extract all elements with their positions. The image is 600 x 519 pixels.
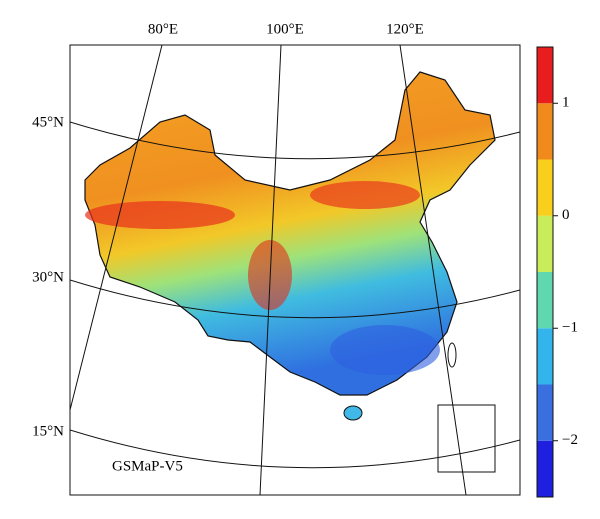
colorbar-tick-label: 1 bbox=[562, 95, 570, 111]
longitude-label: 80°E bbox=[148, 21, 178, 37]
longitude-label: 100°E bbox=[266, 21, 304, 37]
colorbar-tick-label: −1 bbox=[562, 320, 578, 336]
meridian bbox=[259, 45, 282, 495]
meridian bbox=[399, 45, 467, 495]
cool-anomaly bbox=[330, 325, 440, 375]
parallel bbox=[70, 121, 520, 160]
parallel bbox=[70, 429, 520, 469]
hainan bbox=[343, 405, 363, 421]
colorbar-band bbox=[537, 384, 553, 441]
colorbar-band bbox=[537, 272, 553, 329]
colorbar-tick-label: −2 bbox=[562, 432, 578, 448]
longitude-label: 120°E bbox=[386, 21, 424, 37]
warm-anomaly bbox=[85, 201, 235, 229]
colorbar-band bbox=[537, 47, 553, 104]
colorbar-band bbox=[537, 215, 553, 272]
colorbar: 1 0 −1 −2 bbox=[536, 46, 578, 498]
colorbar-tick-label: 0 bbox=[562, 207, 570, 223]
colorbar-band bbox=[537, 440, 553, 497]
colorbar-band bbox=[537, 159, 553, 216]
latitude-label: 45°N bbox=[32, 114, 64, 130]
map-frame bbox=[69, 44, 521, 496]
taiwan bbox=[447, 342, 457, 368]
colorbar-band bbox=[537, 328, 553, 385]
inset-box bbox=[437, 404, 496, 473]
map bbox=[70, 45, 520, 495]
latitude-label: 15°N bbox=[32, 423, 64, 439]
colorbar-frame bbox=[536, 46, 554, 498]
warm-anomaly bbox=[310, 181, 420, 209]
product-label: GSMaP-V5 bbox=[112, 458, 183, 474]
china-field bbox=[84, 71, 496, 396]
colorbar-band bbox=[537, 103, 553, 160]
meridian bbox=[70, 45, 163, 411]
latitude-label: 30°N bbox=[32, 269, 64, 285]
parallel bbox=[70, 279, 520, 319]
